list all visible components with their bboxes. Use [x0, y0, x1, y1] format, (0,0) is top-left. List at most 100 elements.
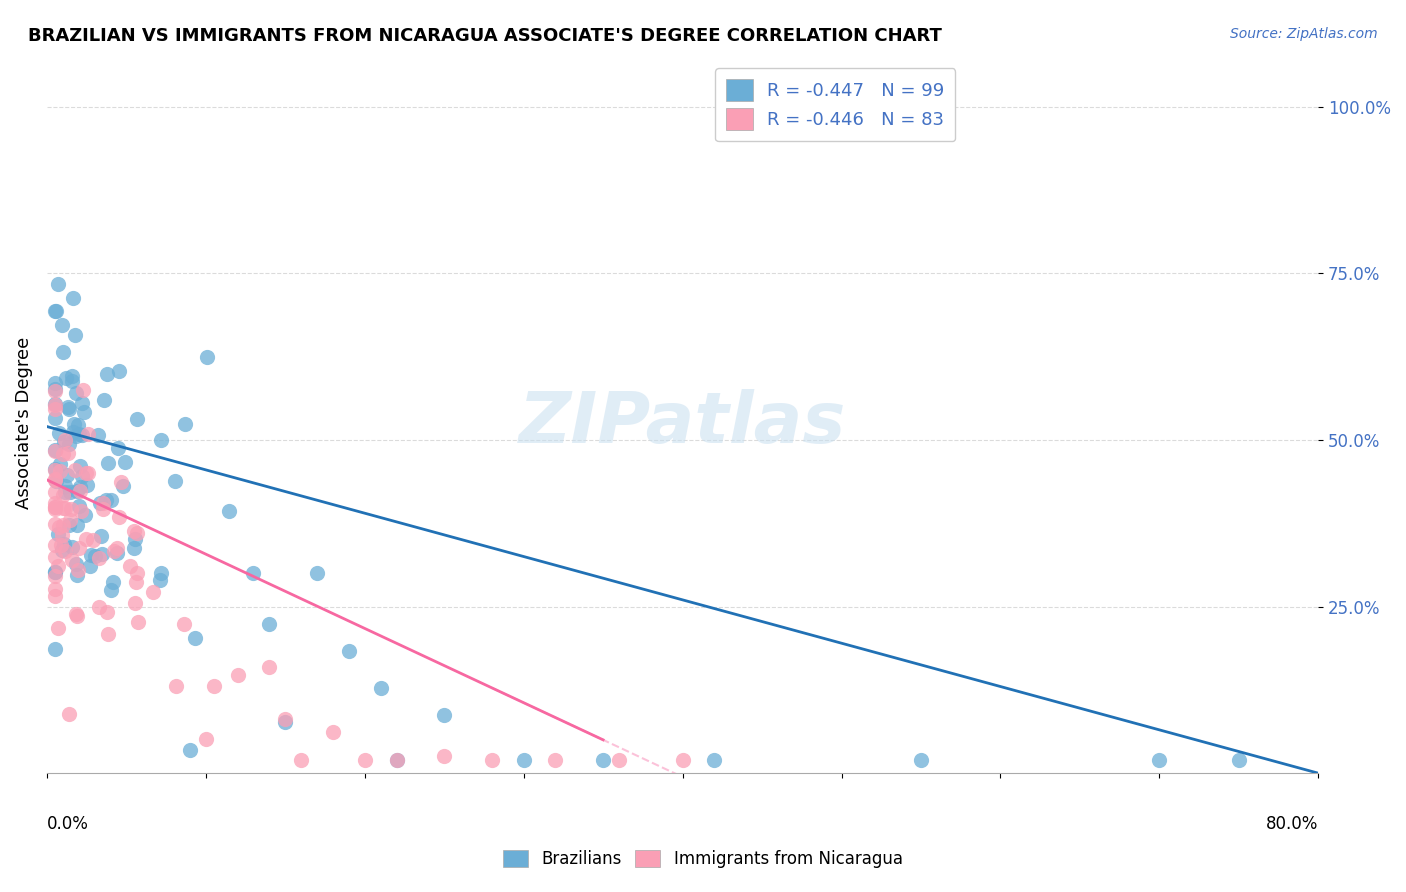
Point [322, 725, 344, 739]
Point [44, 642, 66, 657]
Point [44, 502, 66, 516]
Point [60, 374, 83, 388]
Point [59, 484, 82, 499]
Point [118, 559, 141, 574]
Point [44, 382, 66, 396]
Point [671, 753, 693, 767]
Point [66, 608, 89, 623]
Point [226, 668, 249, 682]
Point [44, 500, 66, 514]
Point [66, 417, 89, 432]
Point [67, 500, 90, 514]
Point [44, 500, 66, 515]
Point [179, 743, 201, 757]
Point [53, 484, 76, 499]
Point [122, 541, 145, 555]
Point [66, 563, 89, 577]
Point [370, 681, 392, 696]
Point [107, 441, 129, 455]
Point [108, 363, 131, 377]
Point [87, 550, 110, 565]
Point [52, 518, 75, 533]
Point [72, 383, 94, 397]
Point [89, 496, 111, 510]
Point [91, 495, 114, 509]
Point [79, 559, 101, 574]
Point [184, 632, 207, 646]
Point [125, 574, 148, 589]
Point [52, 501, 75, 516]
Point [53, 434, 76, 448]
Point [51, 528, 73, 542]
Point [242, 566, 264, 580]
Point [105, 541, 128, 555]
Point [58, 401, 80, 416]
Point [353, 753, 375, 767]
Point [44, 462, 66, 476]
Point [125, 526, 148, 541]
Text: Source: ZipAtlas.com: Source: ZipAtlas.com [1230, 27, 1378, 41]
Point [93, 392, 115, 407]
Point [46, 277, 69, 291]
Point [59, 513, 82, 527]
Point [66, 517, 89, 532]
Point [77, 466, 100, 480]
Point [592, 753, 614, 767]
Legend: Brazilians, Immigrants from Nicaragua: Brazilians, Immigrants from Nicaragua [496, 843, 910, 875]
Point [165, 679, 187, 693]
Point [194, 732, 217, 747]
Point [44, 549, 66, 564]
Point [70, 469, 93, 483]
Point [150, 433, 173, 447]
Point [90, 528, 112, 542]
Point [70, 396, 93, 410]
Point [52, 488, 75, 502]
Point [1227, 753, 1250, 767]
Point [44, 538, 66, 552]
Point [94, 492, 117, 507]
Point [44, 398, 66, 412]
Text: BRAZILIAN VS IMMIGRANTS FROM NICARAGUA ASSOCIATE'S DEGREE CORRELATION CHART: BRAZILIAN VS IMMIGRANTS FROM NICARAGUA A… [28, 27, 942, 45]
Point [62, 425, 84, 439]
Point [1149, 753, 1171, 767]
Point [97, 626, 120, 640]
Point [44, 517, 66, 532]
Point [52, 447, 75, 461]
Point [53, 501, 76, 516]
Point [142, 584, 165, 599]
Point [105, 546, 128, 560]
Point [65, 567, 87, 582]
Point [44, 484, 66, 499]
Point [73, 405, 96, 419]
Point [125, 412, 148, 426]
Point [46, 527, 69, 541]
Point [259, 616, 281, 631]
Point [114, 455, 136, 469]
Point [49, 538, 72, 552]
Point [58, 707, 80, 722]
Point [83, 549, 105, 563]
Point [58, 518, 80, 533]
Point [202, 679, 225, 693]
Point [69, 459, 91, 474]
Point [910, 753, 932, 767]
Point [44, 303, 66, 318]
Point [481, 753, 503, 767]
Text: ZIPatlas: ZIPatlas [519, 389, 846, 458]
Point [69, 480, 91, 494]
Point [703, 753, 725, 767]
Point [44, 376, 66, 391]
Point [544, 753, 567, 767]
Point [44, 384, 66, 399]
Point [87, 427, 110, 442]
Point [56, 446, 79, 460]
Point [48, 520, 70, 534]
Point [433, 748, 456, 763]
Point [44, 589, 66, 603]
Point [163, 474, 186, 488]
Point [44, 396, 66, 410]
Point [53, 537, 76, 551]
Point [89, 599, 111, 614]
Point [607, 753, 630, 767]
Point [44, 410, 66, 425]
